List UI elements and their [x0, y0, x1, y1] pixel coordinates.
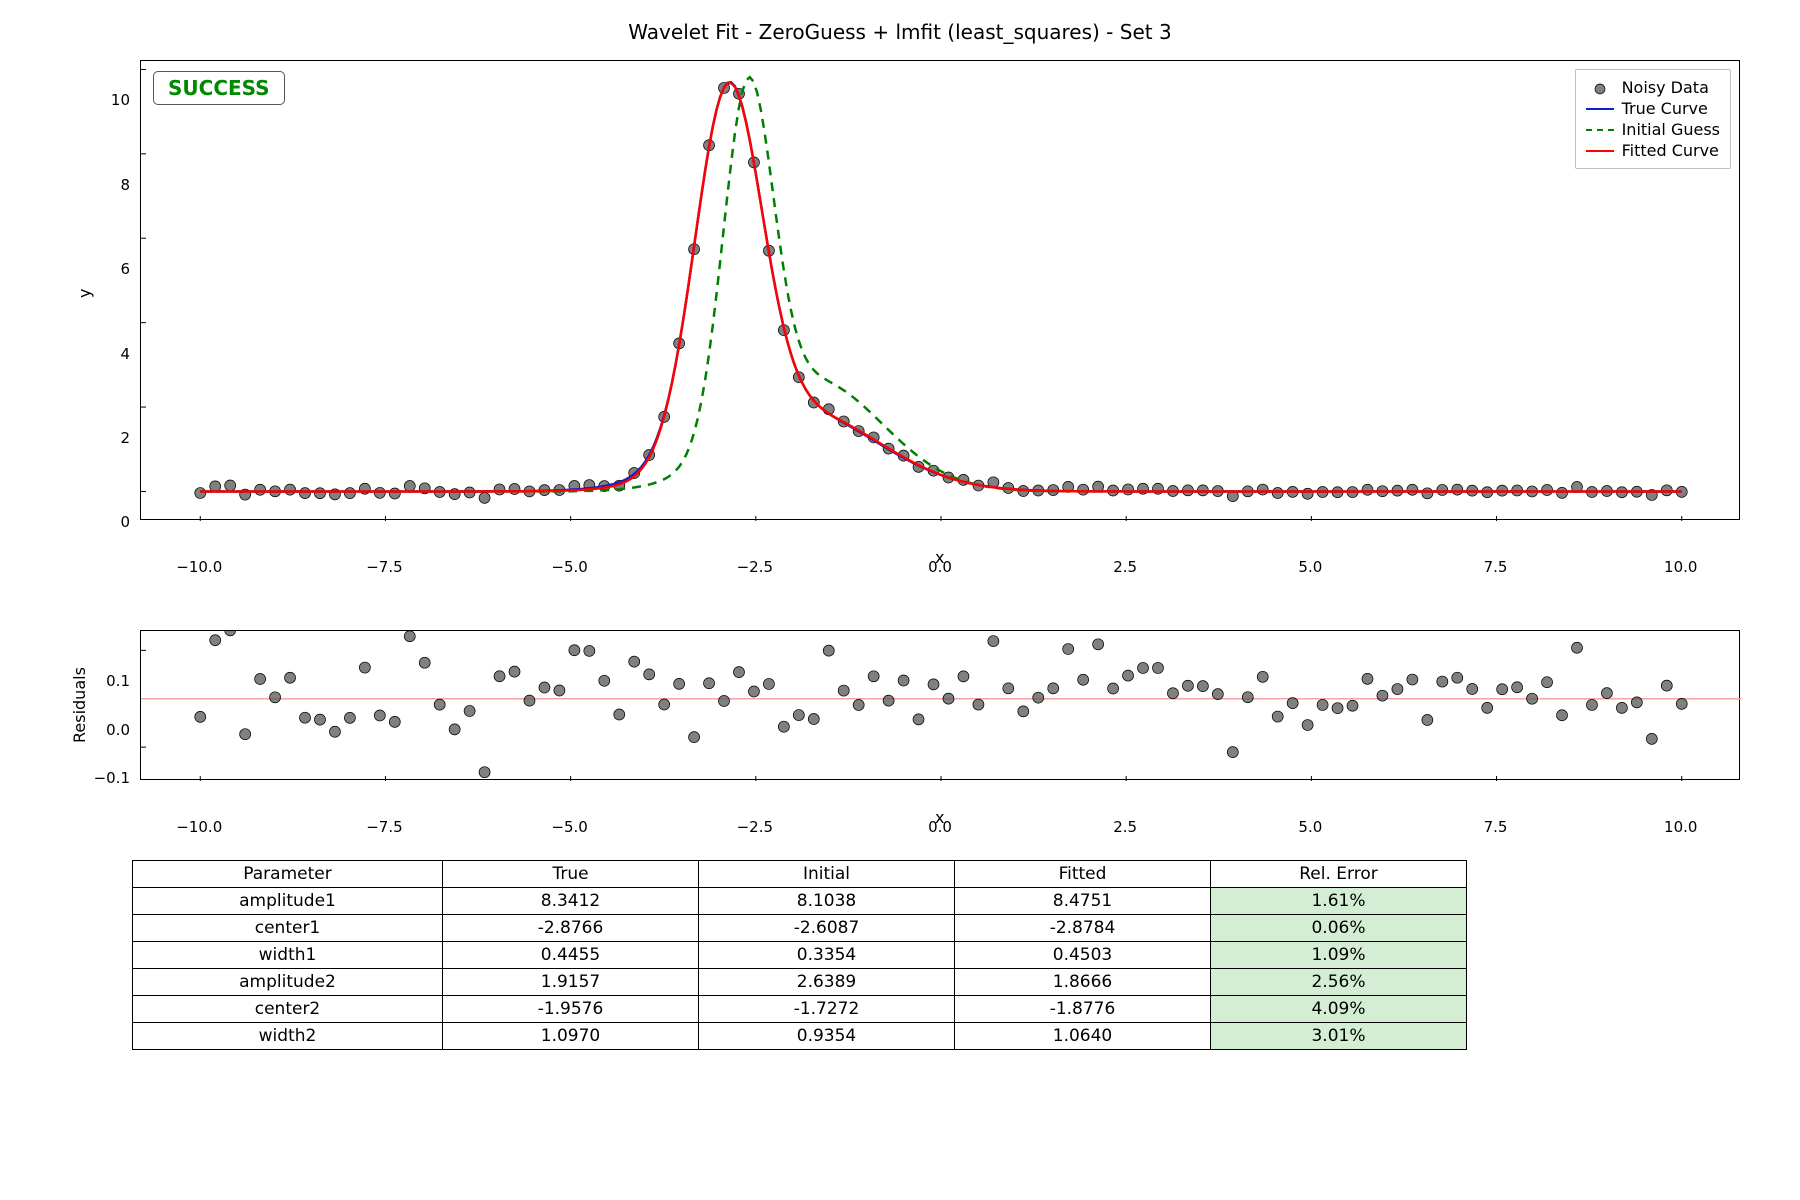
table-header: Rel. Error	[1211, 861, 1467, 888]
status-badge: SUCCESS	[153, 71, 285, 105]
residuals-panel	[140, 630, 1740, 780]
figure-title: Wavelet Fit - ZeroGuess + lmfit (least_s…	[20, 20, 1780, 44]
table-row: width21.09700.93541.06403.01%	[133, 1023, 1467, 1050]
table-header: Initial	[699, 861, 955, 888]
residuals-svg	[141, 631, 1741, 781]
status-text: SUCCESS	[168, 76, 270, 100]
legend-item: Fitted Curve	[1586, 141, 1720, 160]
legend: Noisy Data True Curve Initial Guess Fitted …	[1575, 69, 1731, 169]
table-row: center1-2.8766-2.6087-2.87840.06%	[133, 915, 1467, 942]
legend-label: True Curve	[1622, 99, 1708, 118]
main-xlabel: x	[935, 548, 944, 567]
table-row: amplitude21.91572.63891.86662.56%	[133, 969, 1467, 996]
legend-label: Noisy Data	[1622, 78, 1709, 97]
main-plot-panel: SUCCESS Noisy Data True Curve Initial Gues…	[140, 60, 1740, 520]
legend-item: True Curve	[1586, 99, 1720, 118]
resid-ylabel: Residuals	[70, 667, 89, 743]
table-header: Fitted	[955, 861, 1211, 888]
figure: Wavelet Fit - ZeroGuess + lmfit (least_s…	[20, 20, 1780, 1180]
legend-label: Fitted Curve	[1622, 141, 1719, 160]
table-row: center2-1.9576-1.7272-1.87764.09%	[133, 996, 1467, 1023]
table-header: True	[443, 861, 699, 888]
legend-item: Noisy Data	[1586, 78, 1720, 97]
table-header: Parameter	[133, 861, 443, 888]
legend-label: Initial Guess	[1622, 120, 1720, 139]
main-plot-svg	[141, 61, 1741, 521]
table-row: amplitude18.34128.10388.47511.61%	[133, 888, 1467, 915]
table-row: width10.44550.33540.45031.09%	[133, 942, 1467, 969]
resid-xlabel: x	[935, 808, 944, 827]
legend-item: Initial Guess	[1586, 120, 1720, 139]
main-ylabel: y	[75, 289, 94, 298]
parameter-table: ParameterTrueInitialFittedRel. Errorampl…	[132, 860, 1467, 1050]
